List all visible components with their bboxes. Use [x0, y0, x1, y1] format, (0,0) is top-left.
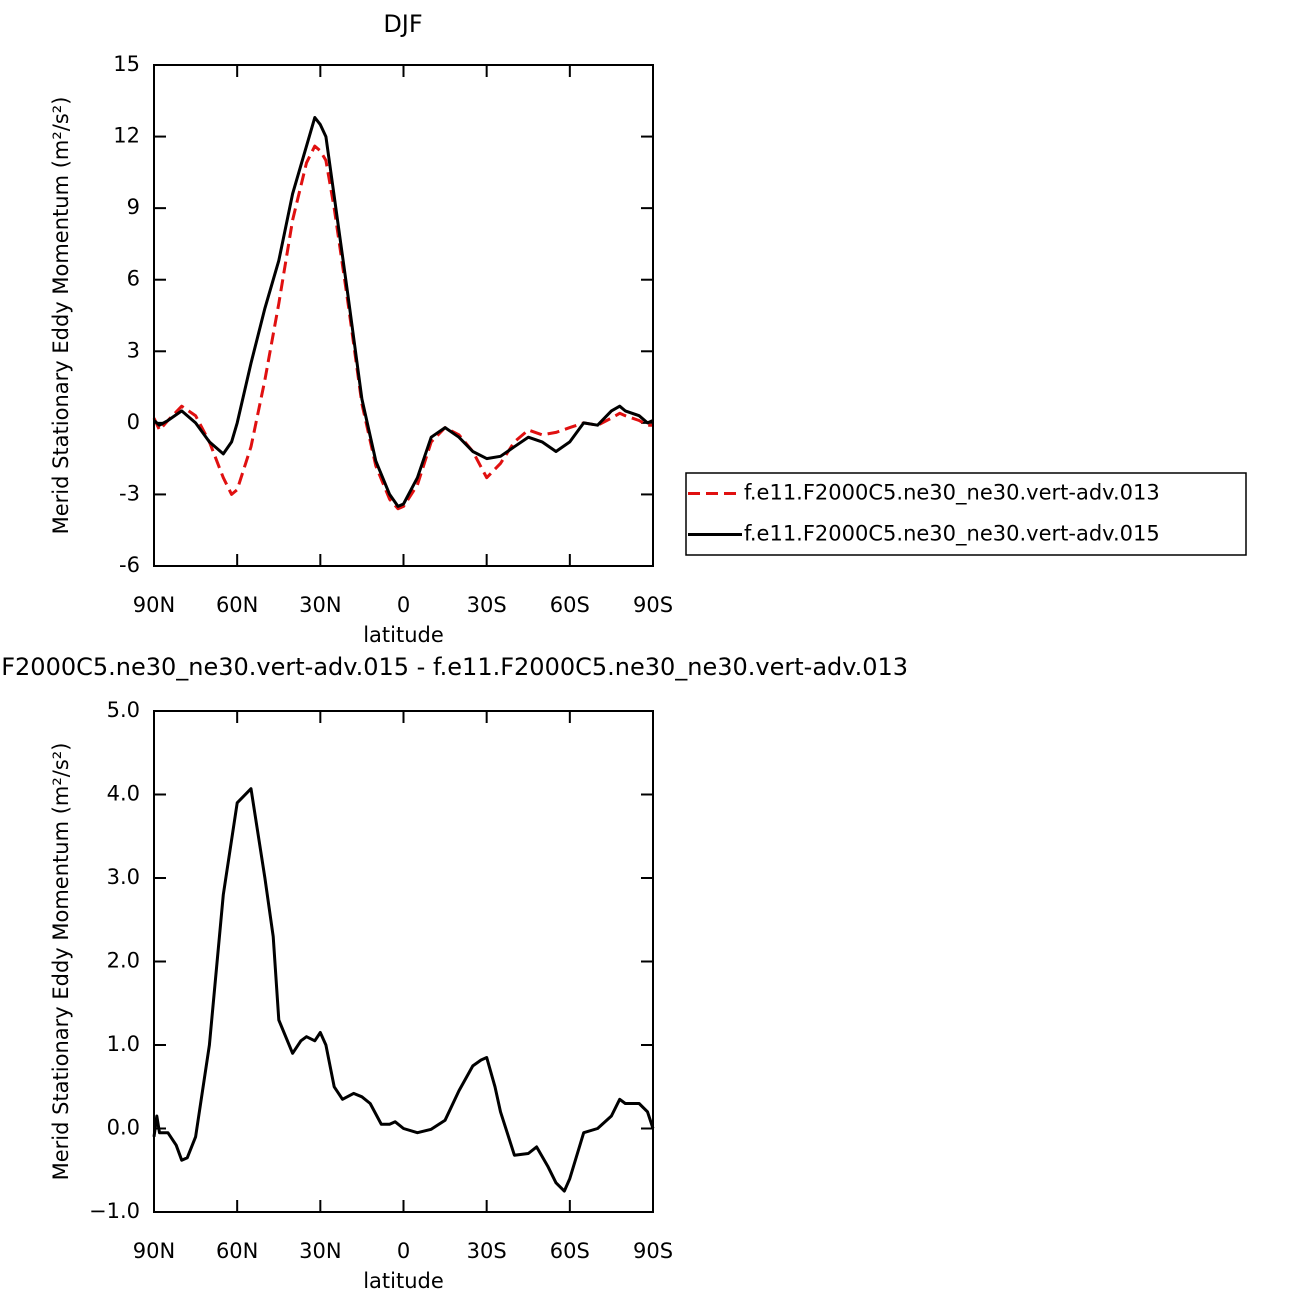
plot-frame [153, 64, 654, 567]
line-series [152, 787, 655, 1193]
y-tick-label: 15 [113, 52, 140, 76]
y-axis-label: Merid Stationary Eddy Momentum (m²/s²) [49, 743, 73, 1181]
line-series [153, 116, 654, 508]
x-tick-label: 30N [299, 593, 341, 617]
y-tick-label: 0 [127, 410, 140, 434]
chart-title: f.e11.F2000C5.ne30_ne30.vert-adv.015 - f… [0, 653, 908, 681]
x-tick-label: 90S [633, 1239, 673, 1263]
y-tick-label: 9 [127, 195, 140, 219]
y-tick-label: 4.0 [107, 782, 140, 806]
y-tick-label: 5.0 [107, 698, 140, 722]
x-axis-label: latitude [363, 1269, 444, 1293]
x-tick-label: 30S [467, 593, 507, 617]
y-tick-label: 6 [127, 267, 140, 291]
x-axis-label: latitude [363, 623, 444, 647]
legend-label: f.e11.F2000C5.ne30_ne30.vert-adv.013 [744, 481, 1160, 506]
y-tick-label: 3 [127, 338, 140, 362]
y-tick-label: -6 [119, 553, 140, 577]
chart-title: DJF [383, 10, 422, 38]
y-tick-label: 2.0 [107, 949, 140, 973]
x-tick-label: 60S [550, 1239, 590, 1263]
x-tick-label: 0 [397, 1239, 410, 1263]
x-tick-label: 60N [216, 1239, 258, 1263]
x-tick-label: 90S [633, 593, 673, 617]
legend-label: f.e11.F2000C5.ne30_ne30.vert-adv.015 [744, 522, 1160, 547]
y-tick-label: 1.0 [107, 1032, 140, 1056]
x-tick-label: 30S [467, 1239, 507, 1263]
legend-box [685, 472, 1247, 556]
y-tick-label: 3.0 [107, 865, 140, 889]
y-tick-label: −1.0 [89, 1199, 140, 1223]
x-tick-label: 60N [216, 593, 258, 617]
x-tick-label: 30N [299, 1239, 341, 1263]
y-tick-label: -3 [119, 481, 140, 505]
x-tick-label: 90N [133, 593, 175, 617]
plot-frame [153, 710, 654, 1213]
line-series [152, 144, 653, 511]
y-tick-label: 0.0 [107, 1116, 140, 1140]
y-axis-label: Merid Stationary Eddy Momentum (m²/s²) [49, 97, 73, 535]
x-tick-label: 90N [133, 1239, 175, 1263]
x-tick-label: 60S [550, 593, 590, 617]
x-tick-label: 0 [397, 593, 410, 617]
y-tick-label: 12 [113, 124, 140, 148]
